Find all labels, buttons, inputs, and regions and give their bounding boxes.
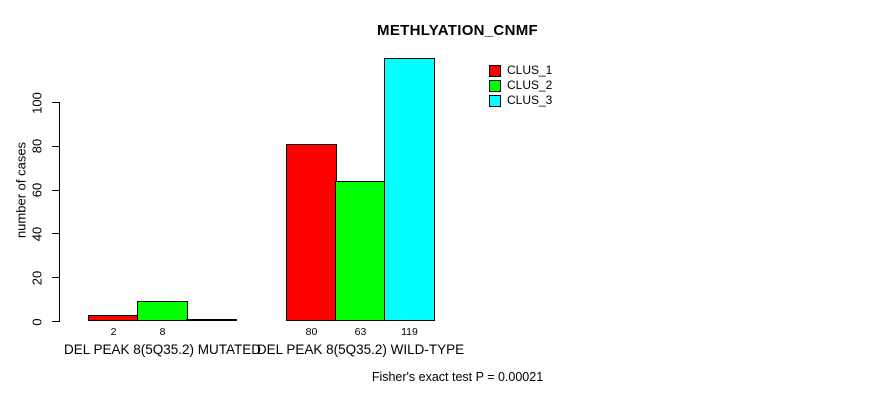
- legend-item-clus-2: CLUS_2: [489, 78, 553, 92]
- bar-value-label: 8: [159, 326, 166, 338]
- bar-clus_2-group2: [335, 181, 386, 321]
- chart-title: METHLYATION_CNMF: [377, 22, 538, 39]
- legend-swatch-clus-3-icon: [489, 94, 501, 107]
- y-tick-label: 80: [29, 139, 45, 154]
- y-tick-label: 60: [29, 182, 45, 198]
- y-axis-tick: [52, 189, 59, 191]
- bar-clus_1-group2: [286, 144, 337, 321]
- legend-swatch-clus-2-icon: [489, 79, 501, 92]
- legend-swatch-clus-1-icon: [489, 64, 501, 77]
- annotation-text: Fisher's exact test P = 0.00021: [371, 370, 544, 384]
- legend-label-clus-1: CLUS_1: [507, 63, 553, 77]
- legend: CLUS_1 CLUS_2 CLUS_3: [489, 63, 553, 107]
- y-tick-label: 0: [29, 317, 45, 326]
- legend-label-clus-2: CLUS_2: [507, 78, 553, 92]
- bar-clus_2-group1: [137, 301, 188, 321]
- category-label: DEL PEAK 8(5Q35.2) WILD-TYPE: [256, 342, 465, 357]
- bar-value-label: 2: [110, 326, 117, 338]
- y-axis-tick: [52, 321, 59, 322]
- legend-item-clus-3: CLUS_3: [489, 93, 553, 107]
- bar-value-label: 63: [354, 326, 367, 338]
- y-axis-title: number of cases: [13, 141, 29, 239]
- bar-clus_3-group1: [186, 319, 237, 321]
- y-axis-line: [59, 102, 60, 322]
- y-axis-tick: [52, 233, 59, 235]
- legend-label-clus-3: CLUS_3: [507, 93, 553, 107]
- bar-value-label: 80: [305, 326, 318, 338]
- bar-value-label: 119: [401, 326, 418, 338]
- y-tick-label: 100: [29, 91, 45, 114]
- category-label: DEL PEAK 8(5Q35.2) MUTATED: [63, 342, 262, 357]
- y-axis-tick: [52, 145, 59, 147]
- bar-clus_3-group2: [384, 58, 435, 321]
- bar-clus_1-group1: [88, 315, 139, 321]
- y-axis-tick: [52, 102, 59, 103]
- legend-item-clus-1: CLUS_1: [489, 63, 553, 77]
- y-tick-label: 40: [29, 226, 45, 242]
- y-tick-label: 20: [29, 270, 45, 285]
- y-axis-tick: [52, 277, 59, 279]
